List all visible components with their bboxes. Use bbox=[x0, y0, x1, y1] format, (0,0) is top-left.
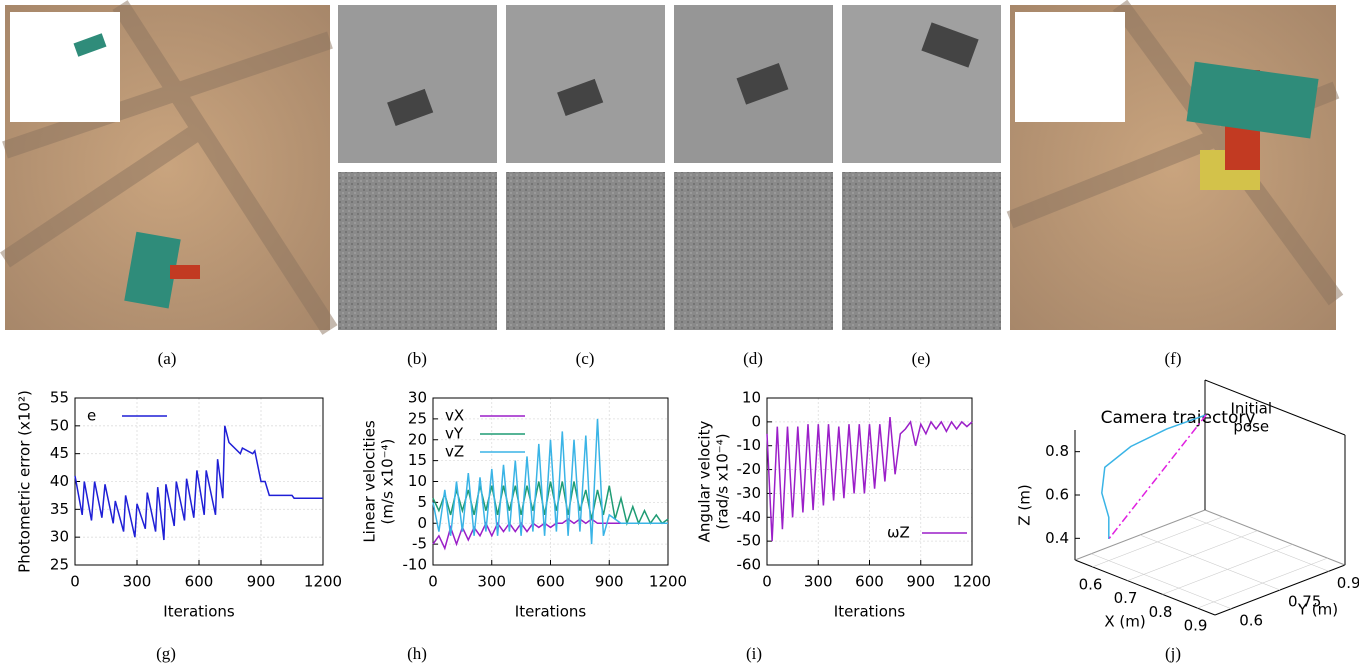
image-f bbox=[1006, 0, 1344, 330]
caption: (c) bbox=[576, 349, 595, 368]
y-tick-label: 25 bbox=[50, 556, 69, 574]
legend-label: vX bbox=[445, 407, 464, 425]
plot-frame bbox=[766, 397, 973, 566]
y-tick-label: -5 bbox=[412, 535, 427, 553]
caption: (h) bbox=[407, 644, 427, 663]
annotation: pose bbox=[1233, 417, 1269, 435]
legend-label: vY bbox=[445, 425, 464, 443]
y-tick-label: -50 bbox=[737, 532, 762, 550]
y-tick-label: 0 bbox=[417, 514, 427, 532]
y-tick-label: 30 bbox=[408, 389, 427, 407]
caption: (e) bbox=[912, 349, 931, 368]
y-tick-label: -30 bbox=[737, 484, 762, 502]
y-tick-label: 5 bbox=[417, 493, 427, 511]
y-axis-label: Linear velocities bbox=[361, 420, 379, 543]
grid-line bbox=[1139, 534, 1281, 591]
y-axis-label: (m/s x10⁻⁴) bbox=[379, 439, 397, 525]
caption: (g) bbox=[156, 644, 176, 663]
caption: (b) bbox=[407, 349, 427, 368]
y-tick-label: 25 bbox=[408, 409, 427, 427]
image-b-e bbox=[338, 5, 1001, 330]
axis-box bbox=[1204, 379, 1346, 436]
x-tick-label: 0.7 bbox=[1114, 589, 1138, 607]
x-tick-label: 1200 bbox=[953, 573, 991, 591]
x-tick-label: 900 bbox=[595, 573, 624, 591]
x-tick-label: 600 bbox=[536, 573, 565, 591]
y-tick-label: 50 bbox=[50, 416, 69, 434]
y-tick-label: 40 bbox=[50, 472, 69, 490]
x-axis-label: X (m) bbox=[1104, 613, 1145, 631]
z-tick-label: 0.8 bbox=[1045, 442, 1069, 460]
x-tick-label: 600 bbox=[855, 573, 884, 591]
x-tick-label: 300 bbox=[804, 573, 833, 591]
plot-frame bbox=[74, 397, 324, 566]
y-tick-label: 45 bbox=[50, 444, 69, 462]
x-axis-label: Iterations bbox=[834, 603, 906, 621]
caption: (i) bbox=[746, 644, 762, 663]
z-tick-label: 0.4 bbox=[1045, 529, 1069, 547]
y-tick-label: 0.9 bbox=[1337, 574, 1359, 592]
trajectory bbox=[1101, 414, 1207, 539]
y-tick-label: -60 bbox=[737, 556, 762, 574]
y-tick-label: 30 bbox=[50, 528, 69, 546]
axis-box bbox=[1074, 559, 1216, 616]
caption: (j) bbox=[1165, 644, 1181, 663]
y-tick-label: -10 bbox=[737, 436, 762, 454]
y-tick-label: 0.6 bbox=[1239, 611, 1263, 629]
data-line bbox=[74, 425, 323, 541]
x-tick-label: 900 bbox=[247, 573, 276, 591]
y-tick-label: -40 bbox=[737, 508, 762, 526]
x-tick-label: 300 bbox=[477, 573, 506, 591]
x-tick-label: 0 bbox=[70, 573, 80, 591]
grid-line bbox=[1091, 553, 1232, 610]
legend-label: e bbox=[87, 407, 96, 425]
y-tick-label: 10 bbox=[408, 472, 427, 490]
caption: (a) bbox=[158, 349, 177, 368]
y-axis-label: (rad/s x10⁻⁴) bbox=[714, 433, 732, 529]
y-axis-label: Y (m) bbox=[1297, 601, 1338, 619]
plot-frame bbox=[432, 397, 669, 566]
image-a bbox=[0, 0, 338, 335]
legend-label: vZ bbox=[445, 443, 464, 461]
caption: (f) bbox=[1165, 349, 1182, 368]
x-tick-label: 0 bbox=[762, 573, 772, 591]
z-tick-label: 0.6 bbox=[1045, 486, 1069, 504]
y-tick-label: -20 bbox=[737, 460, 762, 478]
x-tick-label: 0.8 bbox=[1149, 603, 1173, 621]
x-tick-label: 900 bbox=[906, 573, 935, 591]
x-axis-label: Iterations bbox=[163, 603, 235, 621]
x-tick-label: 0.9 bbox=[1184, 617, 1208, 635]
annotation: Initial bbox=[1230, 399, 1272, 417]
y-tick-label: 20 bbox=[408, 430, 427, 448]
x-tick-label: 600 bbox=[185, 573, 214, 591]
y-tick-label: 15 bbox=[408, 451, 427, 469]
z-axis-label: Z (m) bbox=[1016, 484, 1034, 525]
caption: (d) bbox=[743, 349, 763, 368]
x-axis-label: Iterations bbox=[515, 603, 587, 621]
x-tick-label: 1200 bbox=[649, 573, 687, 591]
axis-box bbox=[1204, 509, 1346, 566]
y-tick-label: 0 bbox=[751, 412, 761, 430]
trajectory bbox=[1108, 414, 1207, 540]
y-tick-label: 10 bbox=[742, 389, 761, 407]
y-tick-label: 0.75 bbox=[1288, 593, 1321, 611]
y-tick-label: -10 bbox=[403, 556, 428, 574]
y-tick-label: 35 bbox=[50, 500, 69, 518]
legend-label: ωZ bbox=[887, 524, 910, 542]
grid-line bbox=[1188, 515, 1329, 572]
data-line bbox=[432, 481, 669, 526]
x-tick-label: 0 bbox=[428, 573, 438, 591]
data-line bbox=[766, 417, 973, 542]
x-tick-label: 300 bbox=[123, 573, 152, 591]
y-axis-label: Photometric error (x10²) bbox=[16, 390, 34, 573]
x-tick-label: 0.6 bbox=[1079, 575, 1103, 593]
y-axis-label: Angular velocity bbox=[696, 421, 714, 543]
data-line bbox=[432, 418, 668, 545]
x-tick-label: 1200 bbox=[304, 573, 342, 591]
y-tick-label: 55 bbox=[50, 389, 69, 407]
chart-title: Camera trajectory bbox=[1101, 408, 1256, 428]
